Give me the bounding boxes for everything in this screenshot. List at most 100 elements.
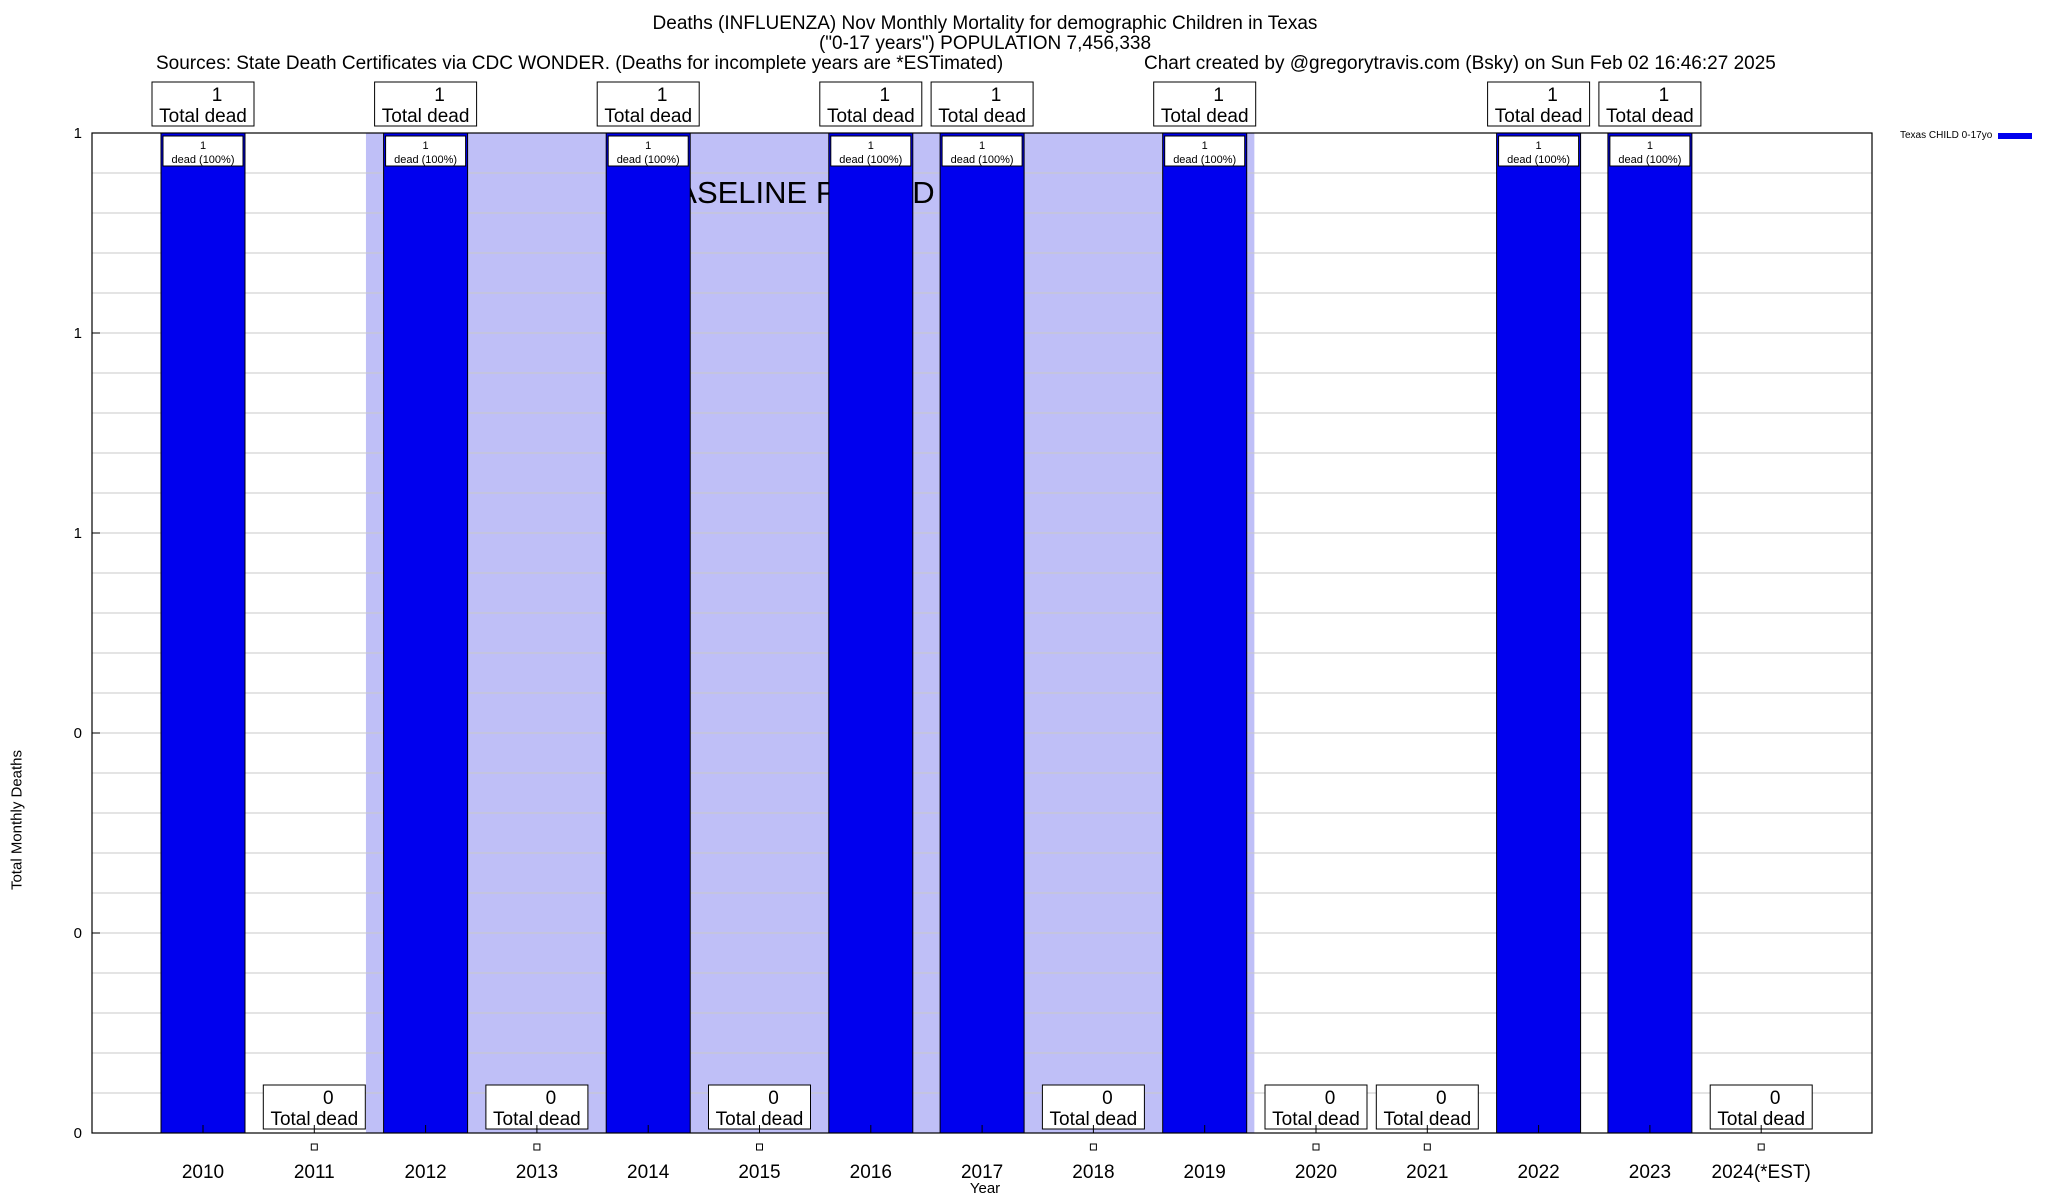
bar-inner-label-count: 1: [200, 140, 206, 152]
x-tick-label: 2019: [1184, 1162, 1226, 1183]
chart-credit: Chart created by @gregorytravis.com (Bsk…: [1144, 53, 1776, 74]
bar-inner-label-percent: dead (100%): [1173, 154, 1236, 166]
zero-marker: [1312, 1143, 1320, 1151]
x-tick-label: 2010: [182, 1162, 224, 1183]
y-tick-label: 1: [74, 525, 82, 542]
total-label-text: Total dead: [1717, 1109, 1805, 1130]
total-label-text: Total dead: [938, 106, 1026, 127]
bar: [939, 132, 1025, 1134]
y-tick-label: 0: [74, 1125, 82, 1142]
bar-inner-label-count: 1: [1202, 140, 1208, 152]
total-label-count: 1: [212, 85, 223, 106]
bar: [383, 132, 469, 1134]
total-label-text: Total dead: [159, 106, 247, 127]
x-tick-label: 2020: [1295, 1162, 1337, 1183]
plot-border: [91, 132, 1873, 1134]
total-label-box: [151, 81, 255, 127]
zero-marker: [1757, 1143, 1765, 1151]
total-label-box: [1487, 81, 1591, 127]
bar-inner-label-percent: dead (100%): [1507, 154, 1570, 166]
x-tick-label: 2014: [627, 1162, 670, 1183]
y-tick-label: 1: [74, 125, 82, 142]
total-label-box: [262, 1084, 366, 1130]
bar-inner-label-box: [1498, 135, 1580, 167]
bar: [605, 132, 691, 1134]
total-label-text: Total dead: [493, 1109, 581, 1130]
x-tick-label: 2011: [294, 1162, 335, 1183]
bar-inner-label-box: [607, 135, 689, 167]
bar-inner-label-count: 1: [1647, 140, 1653, 152]
bar-inner-label-box: [941, 135, 1023, 167]
total-label-text: Total dead: [1272, 1109, 1360, 1130]
total-label-count: 1: [434, 85, 445, 106]
total-label-text: Total dead: [1383, 1109, 1471, 1130]
y-tick-label: 0: [74, 725, 82, 742]
zero-marker: [533, 1143, 541, 1151]
total-label-box: [819, 81, 923, 127]
total-label-count: 1: [880, 85, 891, 106]
bar: [1162, 132, 1248, 1134]
total-label-count: 0: [1102, 1088, 1113, 1109]
bar: [1496, 132, 1582, 1134]
bar-inner-label-box: [162, 135, 244, 167]
x-tick-label: 2023: [1629, 1162, 1671, 1183]
total-label-count: 0: [768, 1088, 779, 1109]
zero-marker: [1089, 1143, 1097, 1151]
bar-inner-label-count: 1: [645, 140, 651, 152]
x-tick-label: 2024(*EST): [1712, 1162, 1811, 1183]
zero-marker: [310, 1143, 318, 1151]
total-label-text: Total dead: [1606, 106, 1694, 127]
y-tick-label: 1: [74, 325, 82, 342]
total-label-count: 1: [1659, 85, 1670, 106]
total-label-text: Total dead: [382, 106, 470, 127]
total-label-box: [930, 81, 1034, 127]
bar-inner-label-percent: dead (100%): [839, 154, 902, 166]
x-tick-label: 2017: [961, 1162, 1003, 1183]
total-label-text: Total dead: [604, 106, 692, 127]
total-label-count: 0: [546, 1088, 557, 1109]
total-label-text: Total dead: [716, 1109, 804, 1130]
y-axis-label: Total Monthly Deaths: [8, 749, 26, 891]
zero-marker: [1423, 1143, 1431, 1151]
total-label-box: [374, 81, 478, 127]
bar-inner-label-percent: dead (100%): [394, 154, 457, 166]
bar-inner-label-box: [385, 135, 467, 167]
chart-subtitle: ("0-17 years") POPULATION 7,456,338: [818, 33, 1152, 54]
total-label-text: Total dead: [827, 106, 915, 127]
chart-title: Deaths (INFLUENZA) Nov Monthly Mortality…: [652, 13, 1318, 34]
total-label-count: 0: [1325, 1088, 1336, 1109]
bar-inner-label-count: 1: [979, 140, 985, 152]
chart-sources: Sources: State Death Certificates via CD…: [156, 53, 1004, 74]
legend-swatch: [1998, 133, 2033, 139]
total-label-count: 1: [1213, 85, 1224, 106]
total-label-box: [1153, 81, 1257, 127]
bar-inner-label-percent: dead (100%): [172, 154, 235, 166]
bar-inner-label-percent: dead (100%): [617, 154, 680, 166]
bar-inner-label-percent: dead (100%): [1618, 154, 1681, 166]
total-label-text: Total dead: [1495, 106, 1583, 127]
total-label-text: Total dead: [1161, 106, 1249, 127]
bar: [160, 132, 246, 1134]
total-label-box: [1598, 81, 1702, 127]
total-label-text: Total dead: [1050, 1109, 1138, 1130]
total-label-count: 0: [1436, 1088, 1447, 1109]
total-label-count: 1: [991, 85, 1002, 106]
total-label-count: 1: [657, 85, 668, 106]
total-label-box: [1709, 1084, 1813, 1130]
x-tick-label: 2022: [1517, 1162, 1559, 1183]
total-label-text: Total dead: [270, 1109, 358, 1130]
bar-inner-label-box: [1609, 135, 1691, 167]
total-label-count: 1: [1547, 85, 1558, 106]
bar: [828, 132, 914, 1134]
y-tick-label: 0: [74, 925, 82, 942]
bar-inner-label-count: 1: [1536, 140, 1542, 152]
baseline-period-shade: [365, 133, 1255, 1133]
x-tick-label: 2018: [1072, 1162, 1114, 1183]
total-label-box: [1041, 1084, 1145, 1130]
total-label-count: 0: [1770, 1088, 1781, 1109]
total-label-count: 0: [323, 1088, 334, 1109]
x-tick-label: 2013: [516, 1162, 558, 1183]
x-axis-label: Year: [969, 1180, 1001, 1197]
bar-inner-label-percent: dead (100%): [951, 154, 1014, 166]
